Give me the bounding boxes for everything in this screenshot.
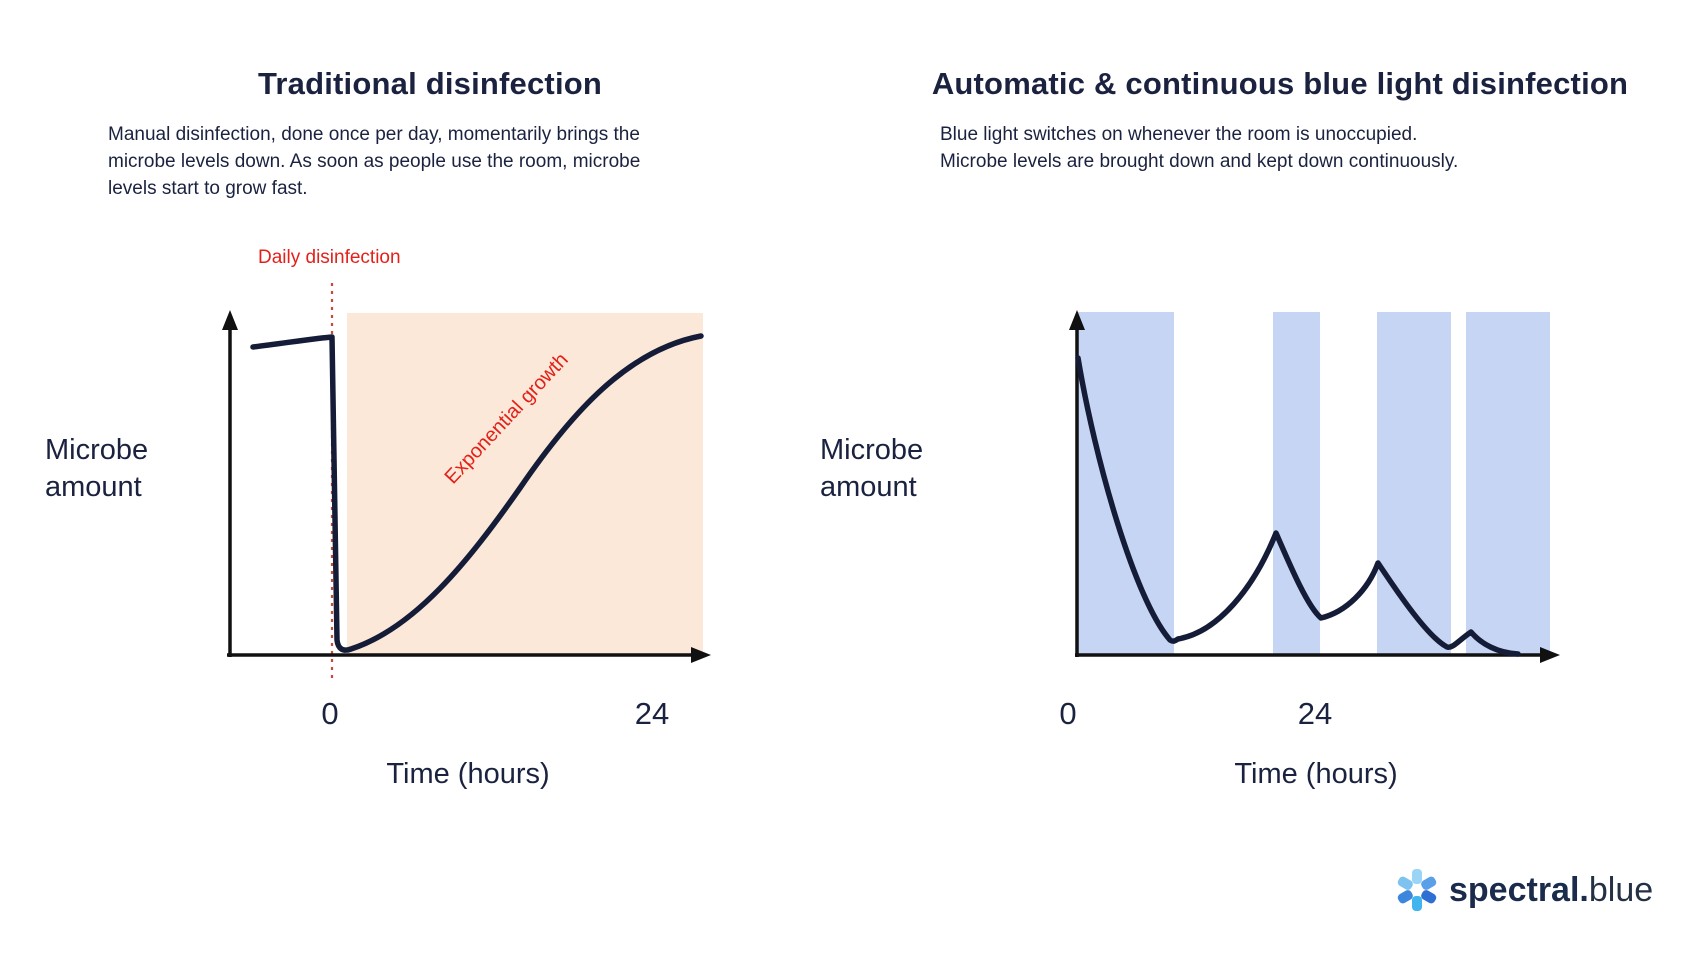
- left-tick-24: 24: [634, 696, 670, 731]
- logo-wordmark: spectral.blue: [1449, 873, 1653, 907]
- logo-starburst-icon: [1397, 869, 1437, 911]
- daily-disinfection-label: Daily disinfection: [258, 247, 401, 268]
- left-microbe-curve: [250, 333, 704, 653]
- left-x-axis-arrow: [691, 647, 711, 663]
- left-tick-0: 0: [321, 696, 339, 731]
- right-tick-0: 0: [1059, 696, 1077, 731]
- logo-wordmark-bold: spectral.: [1449, 871, 1589, 909]
- blue-light-band-2: [1273, 312, 1320, 655]
- right-x-axis-arrow: [1540, 647, 1560, 663]
- right-x-axis-label: Time (hours): [1234, 758, 1398, 790]
- blue-light-band-3: [1377, 312, 1451, 655]
- left-x-axis-label: Time (hours): [386, 758, 550, 790]
- left-chart-plot: [222, 283, 711, 678]
- right-y-axis-arrow: [1069, 310, 1085, 330]
- right-microbe-curve: [1075, 355, 1521, 657]
- right-y-axis-label: Microbe amount: [820, 434, 924, 503]
- left-chart-description: Manual disinfection, done once per day, …: [108, 124, 641, 199]
- right-chart-description: Blue light switches on whenever the room…: [940, 124, 1459, 172]
- spectral-blue-logo: spectral.blue: [1394, 866, 1653, 914]
- right-tick-24: 24: [1297, 696, 1333, 731]
- logo-wordmark-light: blue: [1588, 871, 1654, 909]
- left-y-axis-label: Microbe amount: [45, 434, 149, 503]
- left-chart-title: Traditional disinfection: [257, 66, 603, 101]
- blue-light-band-4: [1466, 312, 1550, 655]
- left-y-axis-arrow: [222, 310, 238, 330]
- right-chart-plot: [1069, 310, 1560, 663]
- right-chart-title: Automatic & continuous blue light disinf…: [931, 66, 1629, 101]
- blue-light-band-1: [1078, 312, 1174, 655]
